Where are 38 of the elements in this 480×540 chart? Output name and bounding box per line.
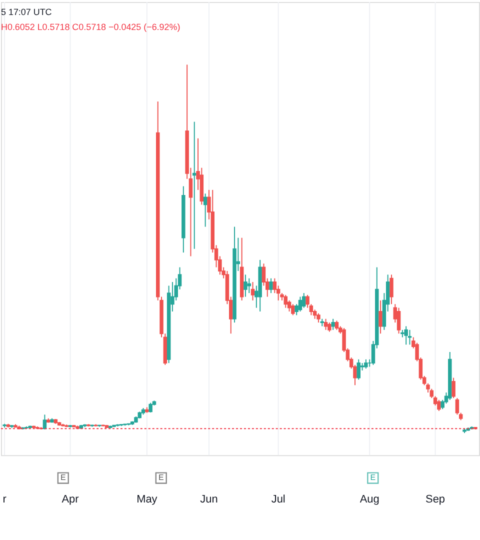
x-tick-label: Jun: [200, 493, 218, 506]
candlestick: [298, 296, 302, 312]
candlestick: [203, 193, 208, 228]
x-tick-label: Jul: [271, 493, 286, 506]
candlestick: [356, 358, 361, 380]
candlestick: [148, 402, 152, 413]
x-tick-label: r: [2, 493, 7, 506]
candlestick: [404, 326, 408, 346]
x-tick-label: Sep: [426, 493, 446, 506]
candlestick: [244, 274, 248, 298]
candlestick: [284, 294, 288, 308]
x-tick-label: Apr: [62, 493, 80, 506]
x-tick-label: May: [136, 493, 158, 506]
candlestick: [324, 318, 328, 330]
candlestick: [334, 320, 339, 330]
candlestick: [390, 274, 394, 305]
text: E: [370, 473, 376, 482]
candlestick: [316, 312, 320, 324]
candlestick: [328, 322, 332, 332]
candlestick: [302, 292, 306, 308]
candlestick: [291, 304, 295, 316]
candlestick: [42, 414, 47, 430]
x-tick-label: Aug: [360, 493, 380, 506]
candlestick: [364, 358, 368, 370]
candlestick: [408, 329, 412, 346]
text: E: [60, 473, 66, 482]
text: H0.6052 L0.5718 C0.5718 −0.0425 (−6.92%): [0, 22, 180, 32]
candlestick: [378, 300, 382, 334]
candlestick: [269, 278, 273, 294]
text: 5 17:07 UTC: [0, 6, 52, 17]
candlestick: [247, 278, 251, 294]
candlestick: [452, 377, 456, 399]
candlestick: [192, 121, 196, 250]
candlestick: [331, 318, 335, 330]
candlestick: [250, 282, 255, 301]
text: E: [158, 473, 164, 482]
candlestick: [437, 399, 441, 412]
candlestick: [396, 307, 401, 334]
